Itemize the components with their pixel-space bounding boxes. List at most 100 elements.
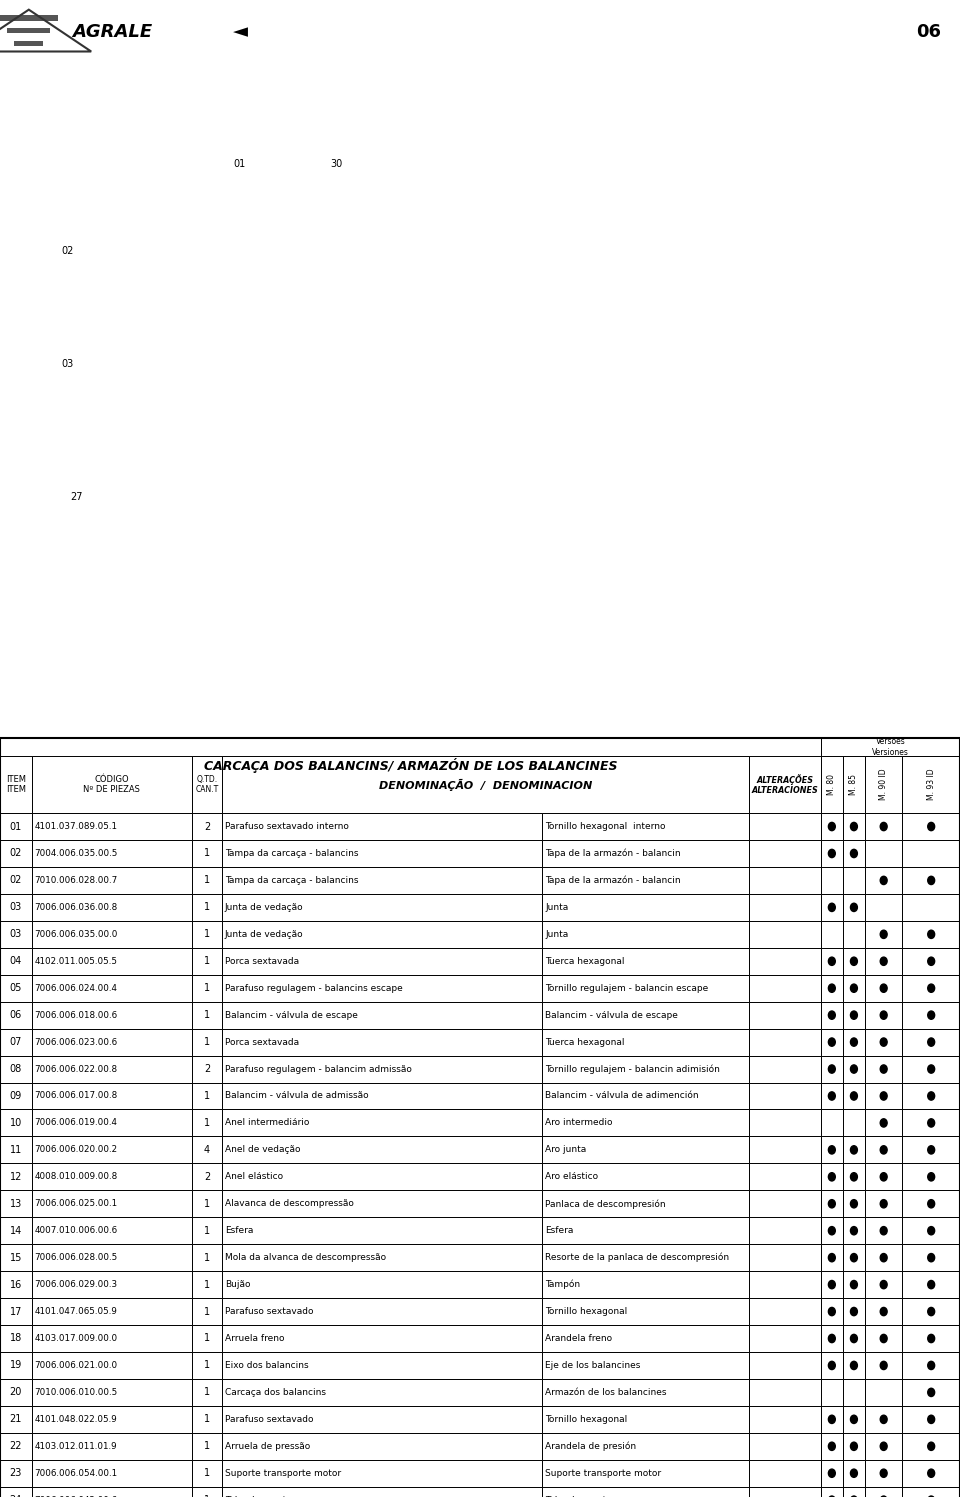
Bar: [749, 1487, 821, 1497]
Bar: [865, 867, 902, 894]
Bar: [821, 1325, 843, 1352]
Ellipse shape: [851, 822, 857, 831]
Text: 2: 2: [204, 822, 210, 831]
Text: CÓDIGO
Nº DE PIEZAS: CÓDIGO Nº DE PIEZAS: [84, 775, 140, 795]
Bar: [865, 1460, 902, 1487]
Bar: [865, 1163, 902, 1190]
Text: 06: 06: [10, 1010, 22, 1019]
Bar: [821, 1109, 843, 1136]
Text: Aro intermedio: Aro intermedio: [545, 1118, 612, 1127]
Text: Balancim - válvula de escape: Balancim - válvula de escape: [225, 1010, 357, 1019]
Text: 1: 1: [204, 984, 210, 993]
Bar: [821, 1460, 843, 1487]
Bar: [843, 948, 865, 975]
Text: Tornillo hexagonal: Tornillo hexagonal: [545, 1415, 628, 1424]
Bar: [902, 1163, 960, 1190]
Bar: [542, 813, 749, 840]
Bar: [749, 1325, 821, 1352]
Bar: [192, 1379, 222, 1406]
Bar: [902, 1406, 960, 1433]
Bar: [843, 756, 865, 813]
Bar: [0, 1271, 32, 1298]
Bar: [843, 1001, 865, 1028]
Ellipse shape: [828, 1199, 835, 1208]
Bar: [843, 1028, 865, 1055]
Bar: [192, 1136, 222, 1163]
Text: Tampa da carcaça - balancins: Tampa da carcaça - balancins: [225, 849, 358, 858]
Ellipse shape: [828, 984, 835, 993]
Text: 06: 06: [916, 22, 942, 42]
Text: Tapa de la armazón - balancin: Tapa de la armazón - balancin: [545, 849, 681, 858]
Bar: [222, 1271, 542, 1298]
Bar: [0, 1001, 32, 1028]
Text: Esfera: Esfera: [545, 1226, 574, 1235]
Ellipse shape: [851, 957, 857, 966]
Text: ITEM
ITEM: ITEM ITEM: [6, 775, 26, 795]
Bar: [902, 813, 960, 840]
Ellipse shape: [880, 1442, 887, 1451]
Bar: [843, 1298, 865, 1325]
Bar: [0, 0, 197, 64]
Bar: [192, 1271, 222, 1298]
Bar: [192, 921, 222, 948]
Ellipse shape: [880, 822, 887, 831]
Bar: [542, 840, 749, 867]
Text: Eje de los balancines: Eje de los balancines: [545, 1361, 640, 1370]
Text: Panlaca de descompresión: Panlaca de descompresión: [545, 1199, 666, 1208]
Bar: [222, 1433, 542, 1460]
Ellipse shape: [927, 1091, 935, 1100]
Bar: [222, 1352, 542, 1379]
Bar: [32, 1460, 192, 1487]
Ellipse shape: [927, 1307, 935, 1316]
Text: Arruela de pressão: Arruela de pressão: [225, 1442, 310, 1451]
Bar: [542, 1406, 749, 1433]
Ellipse shape: [828, 1415, 835, 1424]
Text: 24: 24: [10, 1496, 22, 1497]
Ellipse shape: [880, 1415, 887, 1424]
Text: 1: 1: [204, 876, 210, 885]
Bar: [222, 975, 542, 1001]
Bar: [222, 1082, 542, 1109]
Ellipse shape: [851, 1037, 857, 1046]
Bar: [542, 1379, 749, 1406]
Bar: [865, 921, 902, 948]
Ellipse shape: [851, 1145, 857, 1154]
Bar: [222, 867, 542, 894]
Bar: [865, 1028, 902, 1055]
Ellipse shape: [880, 1091, 887, 1100]
Bar: [865, 1406, 902, 1433]
Text: Junta de vedação: Junta de vedação: [225, 903, 303, 912]
Bar: [542, 1001, 749, 1028]
Bar: [0, 1244, 32, 1271]
Text: 7010.006.010.00.5: 7010.006.010.00.5: [35, 1388, 118, 1397]
Bar: [843, 1136, 865, 1163]
Text: 1: 1: [204, 1118, 210, 1127]
Ellipse shape: [927, 1172, 935, 1181]
Bar: [749, 1271, 821, 1298]
Bar: [821, 894, 843, 921]
Bar: [749, 1298, 821, 1325]
Bar: [32, 1163, 192, 1190]
Bar: [192, 1217, 222, 1244]
Bar: [821, 813, 843, 840]
Bar: [902, 894, 960, 921]
Text: Tampa da carcaça - balancins: Tampa da carcaça - balancins: [225, 876, 358, 885]
Text: Tapa de la armazón - balancin: Tapa de la armazón - balancin: [545, 876, 681, 885]
Ellipse shape: [828, 1172, 835, 1181]
Bar: [902, 1082, 960, 1109]
Bar: [222, 813, 542, 840]
Bar: [749, 894, 821, 921]
Ellipse shape: [927, 1388, 935, 1397]
Bar: [0, 840, 32, 867]
Ellipse shape: [828, 1307, 835, 1316]
Bar: [0, 1217, 32, 1244]
Text: Alavanca de descompressão: Alavanca de descompressão: [225, 1199, 353, 1208]
Bar: [821, 840, 843, 867]
Bar: [865, 948, 902, 975]
Bar: [902, 1271, 960, 1298]
Text: 05: 05: [10, 984, 22, 993]
Bar: [222, 756, 749, 813]
Text: 1: 1: [204, 1226, 210, 1235]
Text: Esfera: Esfera: [225, 1226, 253, 1235]
Bar: [821, 1055, 843, 1082]
